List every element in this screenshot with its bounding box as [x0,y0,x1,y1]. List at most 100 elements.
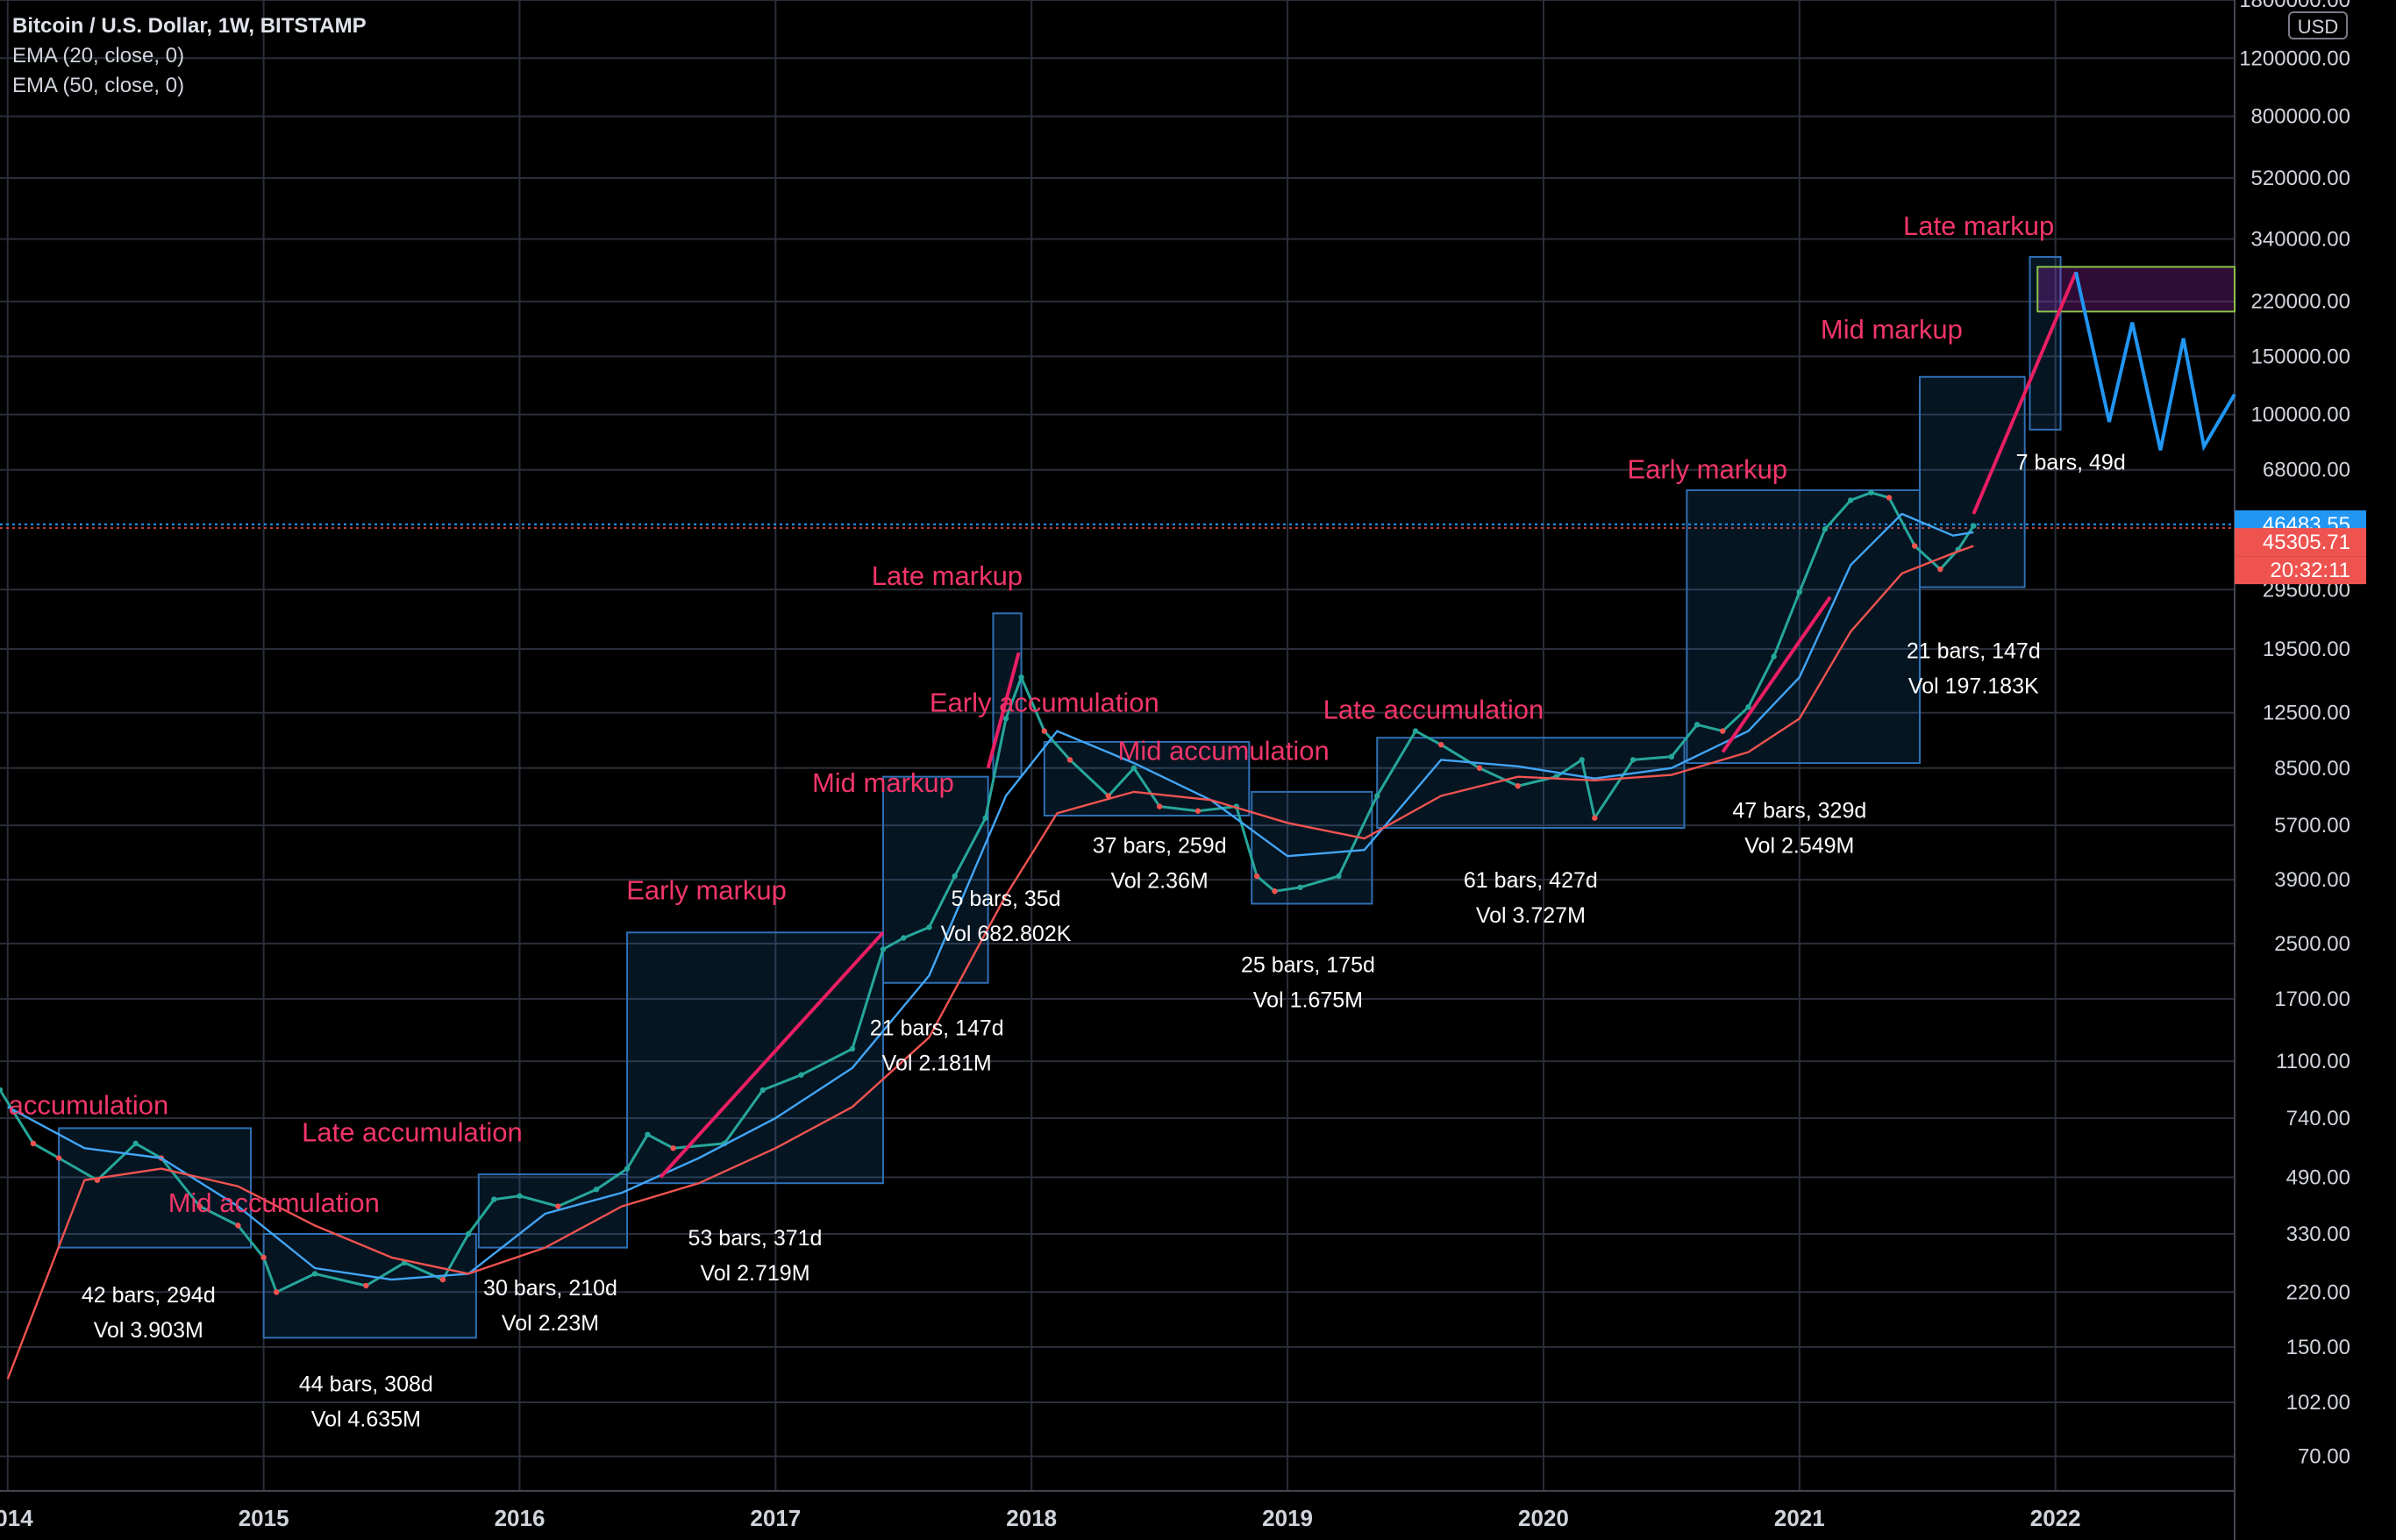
phase-annotation-4: Mid markup [812,767,954,798]
price-point-20 [645,1131,651,1137]
price-point-57 [1771,653,1777,659]
currency-badge: USD [2298,16,2338,38]
price-point-1 [30,1140,37,1147]
measure-vol-4: Vol 2.181M [882,1051,992,1075]
price-point-7 [235,1223,241,1229]
price-point-16 [517,1193,523,1199]
price-point-60 [1847,497,1854,503]
price-point-61 [1868,489,1874,496]
zone-box-10 [1919,375,2026,588]
y-tick-label-13: 5700.00 [2274,814,2350,838]
y-tick-label-18: 740.00 [2286,1107,2350,1130]
countdown-label: 20:32:11 [2270,559,2350,582]
price-point-6 [196,1203,203,1209]
x-tick-label-8: 2022 [2030,1505,2081,1531]
price-point-35 [1105,793,1111,799]
measure-bars-9: 47 bars, 329d [1732,799,1866,823]
y-tick-label-11: 12500.00 [2263,702,2350,725]
price-point-28 [926,924,932,930]
price-point-33 [1041,728,1048,734]
phase-annotation-8: Late accumulation [1323,694,1544,724]
y-tick-label-8: 68000.00 [2263,459,2350,482]
measure-vol-10: Vol 197.183K [1908,674,2039,698]
price-point-29 [952,873,958,880]
projection-zigzag [2074,271,2236,452]
phase-annotation-3: Early markup [626,875,787,906]
price-point-27 [901,935,907,941]
markup-arrow-0 [659,930,885,1179]
price-point-52 [1629,757,1637,763]
y-tick-label-16: 1700.00 [2274,987,2350,1011]
zone-box-3 [626,931,884,1185]
y-tick-label-12: 8500.00 [2274,757,2350,781]
measure-vol-5: Vol 682.802K [941,922,1072,946]
phase-annotation-0: Early accumulation [0,1090,168,1121]
measure-bars-8: 61 bars, 427d [1464,868,1598,893]
phase-annotation-2: Late accumulation [302,1116,523,1147]
y-tick-label-2: 800000.00 [2251,105,2350,129]
countdown-box [2235,556,2366,585]
phase-annotation-5: Late markup [872,560,1023,591]
markup-arrow-2 [1721,595,1832,753]
measure-vol-9: Vol 2.549M [1744,834,1854,859]
measure-vol-8: Vol 3.727M [1476,903,1586,928]
price-point-40 [1253,873,1260,880]
measure-bars-6: 37 bars, 259d [1093,834,1227,859]
x-tick-label-3: 2017 [750,1505,801,1531]
price-point-19 [624,1166,631,1172]
price-point-32 [1018,674,1024,681]
markup-arrow-3 [1972,271,2078,515]
price-point-14 [465,1230,472,1237]
measure-vol-6: Vol 2.36M [1111,869,1209,894]
y-tick-label-3: 520000.00 [2251,167,2350,190]
phase-annotation-11: Late markup [1903,210,2054,241]
measure-vol-3: Vol 2.719M [700,1261,809,1286]
y-tick-label-4: 340000.00 [2251,228,2350,252]
price-point-46 [1438,741,1444,748]
ema20-legend[interactable]: EMA (20, close, 0) [12,44,185,68]
x-tick-label-6: 2020 [1518,1505,1569,1531]
price-point-23 [759,1087,766,1094]
zone-box-1 [262,1233,477,1339]
x-tick-label-1: 2015 [239,1505,289,1531]
price-point-45 [1412,728,1419,734]
price-point-54 [1694,722,1701,728]
price-point-42 [1297,884,1303,890]
price-tag-box-1 [2235,528,2366,557]
price-point-13 [439,1276,446,1283]
measure-bars-10: 21 bars, 147d [1907,638,2041,663]
ema50-legend[interactable]: EMA (50, close, 0) [12,74,185,97]
measure-vol-7: Vol 1.675M [1253,987,1363,1012]
measure-bars-1: 44 bars, 308d [299,1372,433,1397]
price-point-66 [1971,523,1977,529]
price-point-51 [1592,815,1598,821]
measure-vol-0: Vol 3.903M [94,1318,203,1343]
price-point-11 [363,1282,369,1289]
y-tick-label-14: 3900.00 [2274,868,2350,892]
price-point-34 [1066,757,1073,763]
price-point-4 [132,1140,139,1147]
measure-bars-2: 30 bars, 210d [483,1276,617,1301]
y-tick-label-5: 220000.00 [2251,290,2350,314]
price-point-24 [798,1072,804,1078]
price-point-21 [670,1145,676,1151]
phase-annotation-1: Mid accumulation [168,1187,380,1218]
zone-box-4 [881,775,989,984]
price-point-47 [1476,765,1483,771]
y-tick-label-1: 1200000.00 [2239,46,2350,70]
phase-annotation-6: Early accumulation [930,687,1159,717]
measure-bars-4: 21 bars, 147d [870,1016,1004,1040]
y-tick-label-15: 2500.00 [2274,932,2350,956]
y-tick-label-6: 150000.00 [2251,345,2350,368]
price-point-55 [1720,728,1726,734]
price-point-26 [880,946,887,952]
price-point-15 [491,1196,497,1202]
measure-vol-1: Vol 4.635M [311,1408,421,1432]
price-point-44 [1374,793,1380,799]
measure-vol-2: Vol 2.23M [502,1311,599,1336]
price-point-50 [1579,757,1585,763]
price-point-9 [274,1289,280,1295]
measure-bars-3: 53 bars, 371d [688,1226,823,1251]
